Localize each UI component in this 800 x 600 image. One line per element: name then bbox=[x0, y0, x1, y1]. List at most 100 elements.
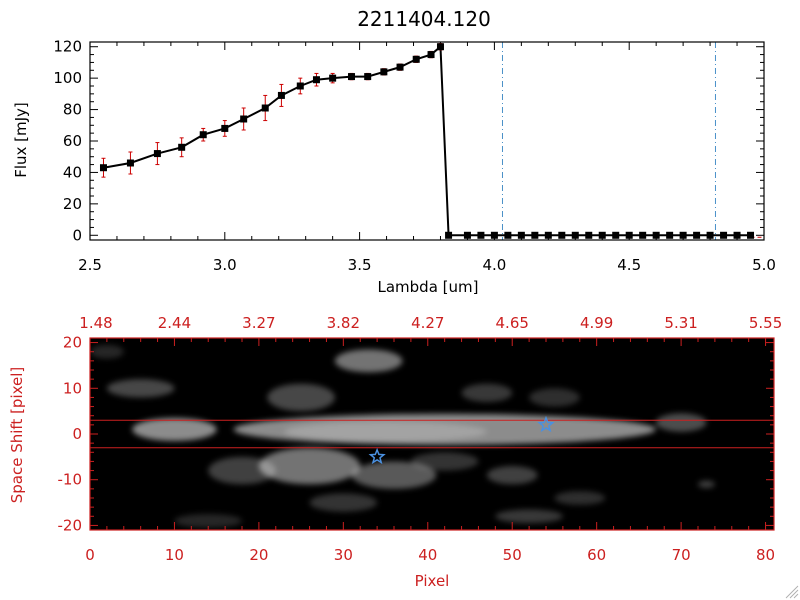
emission-blob bbox=[334, 349, 403, 373]
flux-line bbox=[103, 44, 751, 237]
y-tick-labels: 0 20 40 60 80 100 120 bbox=[53, 38, 82, 245]
data-point bbox=[558, 231, 566, 239]
data-point bbox=[639, 231, 647, 239]
x-tick-label: 4.0 bbox=[482, 256, 506, 274]
data-point bbox=[612, 231, 620, 239]
emission-blob bbox=[267, 383, 335, 412]
x-tick-label: 2.5 bbox=[78, 256, 102, 274]
data-point bbox=[396, 63, 404, 71]
emission-blob bbox=[410, 452, 479, 471]
shift-tick-label: 10 bbox=[63, 379, 82, 397]
y-tick-label: 120 bbox=[53, 38, 82, 56]
data-point bbox=[693, 231, 701, 239]
spectrum-panel: 2211404.120 Lambda [um] Flux [mJy] 2.5 3.… bbox=[12, 7, 776, 296]
pixel-tick-label: 0 bbox=[85, 546, 95, 564]
y-axis-label: Flux [mJy] bbox=[12, 102, 30, 178]
data-point bbox=[329, 74, 337, 82]
data-point bbox=[544, 231, 552, 239]
pixel-tick-label: 30 bbox=[334, 546, 353, 564]
data-point bbox=[240, 115, 248, 123]
data-point bbox=[625, 231, 633, 239]
image-panel: 0 10 20 30 40 50 60 70 80 -20 -10 0 10 20 1.48 2.44 3.… bbox=[8, 314, 782, 590]
wavelength-tick-label: 4.99 bbox=[580, 314, 613, 332]
pixel-tick-label: 40 bbox=[418, 546, 437, 564]
star-marker-icon bbox=[368, 447, 386, 465]
wavelength-tick-label: 2.44 bbox=[158, 314, 191, 332]
pixel-tick-label: 70 bbox=[672, 546, 691, 564]
wavelength-tick-label: 3.82 bbox=[327, 314, 360, 332]
data-point bbox=[178, 143, 186, 151]
shift-axis-label: Space Shift [pixel] bbox=[8, 367, 26, 504]
data-point bbox=[312, 76, 320, 84]
spectrum-image bbox=[90, 344, 715, 528]
data-point bbox=[463, 231, 471, 239]
shift-tick-labels: -20 -10 0 10 20 bbox=[58, 334, 774, 534]
data-point bbox=[477, 231, 485, 239]
y-tick-label: 20 bbox=[63, 195, 82, 213]
data-point bbox=[517, 231, 525, 239]
spectrum-plot-area bbox=[89, 42, 765, 240]
data-point bbox=[348, 73, 356, 81]
emission-blob bbox=[461, 383, 513, 402]
data-point bbox=[666, 231, 674, 239]
data-point bbox=[445, 231, 453, 239]
y-tick-label: 100 bbox=[53, 69, 82, 87]
data-point bbox=[199, 131, 207, 139]
emission-blob bbox=[258, 447, 361, 485]
emission-blob bbox=[554, 491, 606, 505]
emission-blob bbox=[208, 456, 276, 485]
y-tick-label: 60 bbox=[63, 132, 82, 150]
emission-blob bbox=[529, 388, 580, 407]
y-tick-label: 80 bbox=[63, 101, 82, 119]
data-point bbox=[277, 91, 285, 99]
pixel-axis-label: Pixel bbox=[415, 572, 450, 590]
data-point bbox=[733, 231, 741, 239]
wavelength-tick-label: 4.65 bbox=[496, 314, 529, 332]
data-point bbox=[221, 124, 229, 132]
x-tick-label: 3.5 bbox=[348, 256, 372, 274]
x-tick-label: 5.0 bbox=[752, 256, 776, 274]
data-point bbox=[679, 231, 687, 239]
data-point bbox=[427, 51, 435, 59]
emission-blob bbox=[106, 379, 175, 398]
emission-blob bbox=[486, 466, 538, 485]
data-point bbox=[571, 231, 579, 239]
x-tick-label: 3.0 bbox=[213, 256, 237, 274]
emission-blob bbox=[351, 461, 437, 489]
emission-blob bbox=[132, 418, 217, 441]
star-marker-icon bbox=[537, 415, 555, 433]
pixel-tick-labels: 0 10 20 30 40 50 60 70 80 bbox=[85, 338, 775, 564]
source-markers bbox=[368, 415, 555, 465]
data-point bbox=[531, 231, 539, 239]
y-tick-label: 0 bbox=[72, 226, 82, 244]
data-point bbox=[598, 231, 606, 239]
wavelength-tick-label: 4.27 bbox=[411, 314, 444, 332]
wavelength-tick-labels: 1.48 2.44 3.27 3.82 4.27 4.65 4.99 5.31 5.55 bbox=[79, 314, 782, 332]
wavelength-tick-label: 5.55 bbox=[749, 314, 782, 332]
data-point bbox=[296, 82, 304, 90]
emission-blob bbox=[309, 493, 378, 512]
resize-grip-icon[interactable] bbox=[785, 585, 799, 599]
pixel-tick-label: 80 bbox=[756, 546, 775, 564]
data-point bbox=[436, 43, 444, 51]
data-point bbox=[706, 231, 714, 239]
emission-blob bbox=[174, 514, 243, 528]
emission-blob bbox=[284, 421, 487, 442]
data-point bbox=[720, 231, 728, 239]
pixel-tick-label: 10 bbox=[165, 546, 184, 564]
wavelength-tick-label: 3.27 bbox=[242, 314, 275, 332]
y-tick-label: 40 bbox=[63, 163, 82, 181]
emission-blob bbox=[90, 344, 124, 359]
emission-blob bbox=[698, 480, 715, 488]
data-point bbox=[747, 231, 755, 239]
data-point bbox=[364, 73, 372, 81]
data-point bbox=[504, 231, 512, 239]
data-point bbox=[412, 55, 420, 63]
data-point bbox=[153, 150, 161, 158]
data-point bbox=[380, 68, 388, 76]
extraction-lines bbox=[90, 419, 774, 449]
shift-tick-label: -20 bbox=[58, 516, 83, 534]
emission-blob bbox=[495, 509, 563, 524]
pixel-tick-label: 60 bbox=[587, 546, 606, 564]
